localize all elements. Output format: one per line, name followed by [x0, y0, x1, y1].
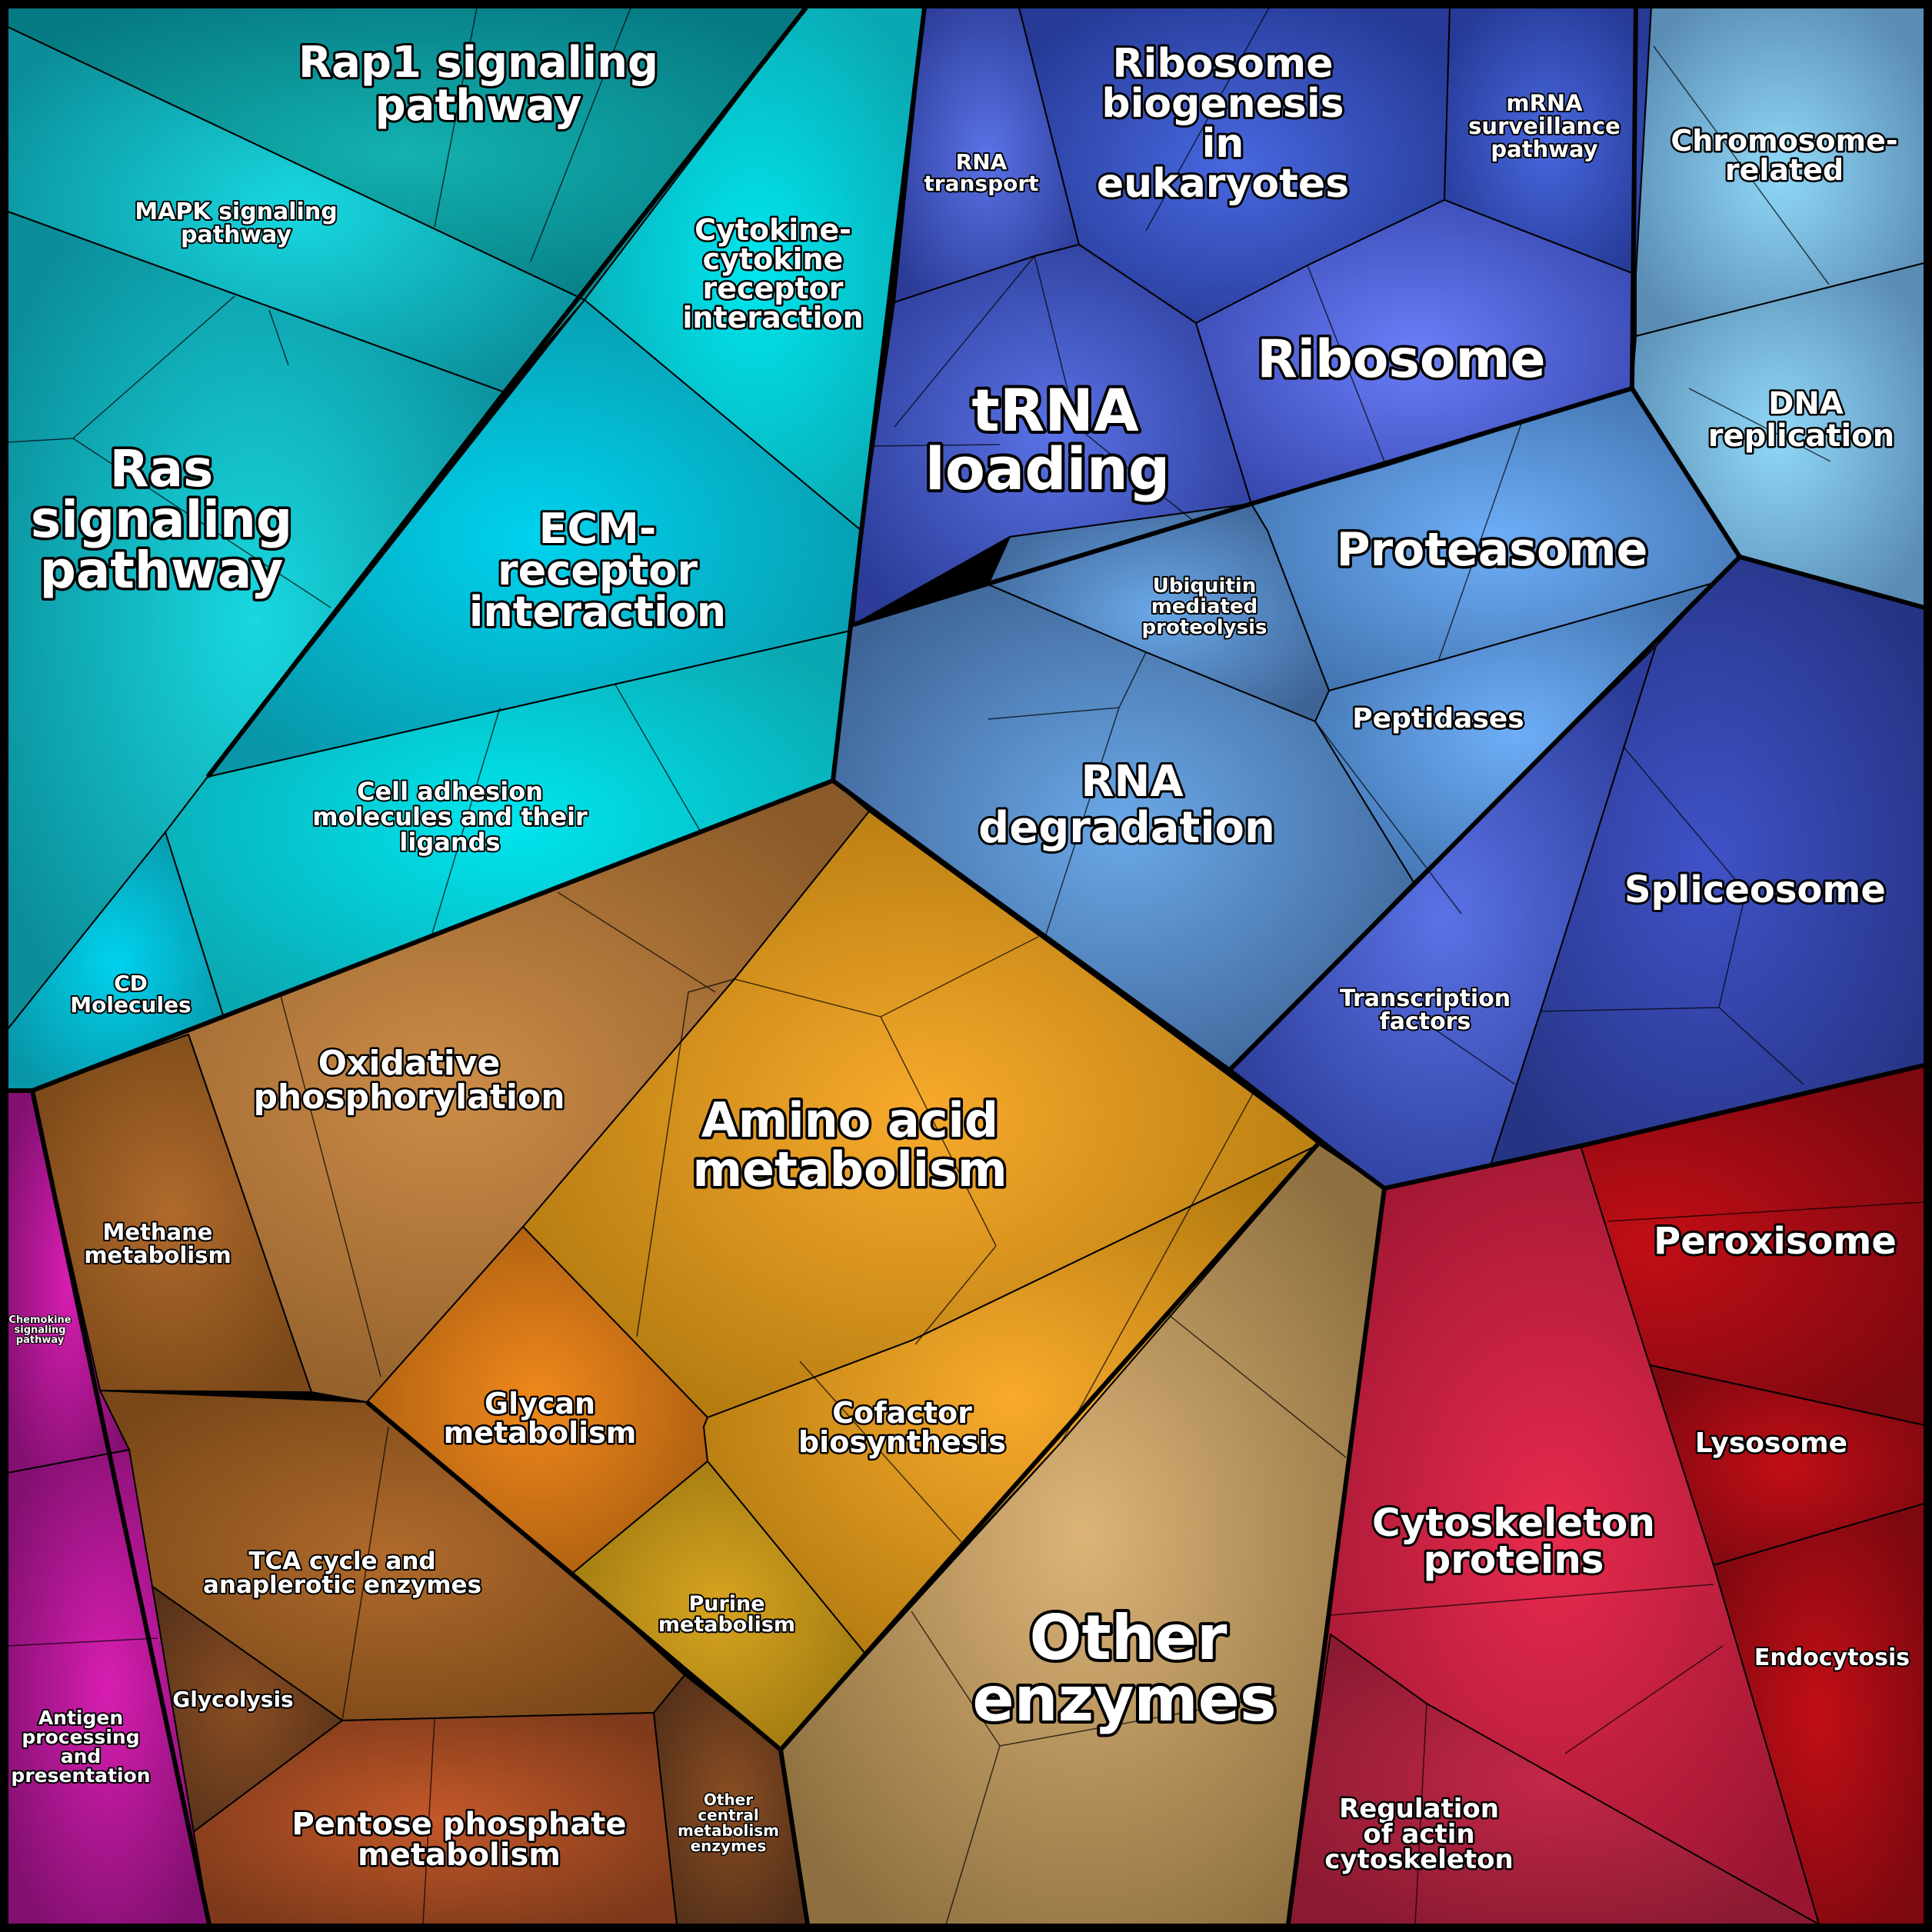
label-peptidases: Peptidases — [1352, 703, 1524, 734]
label-actin: Regulation of actin cytoskeleton — [1324, 1794, 1513, 1875]
label-cytokine: Cytokine-cytokine receptor interaction — [682, 213, 863, 335]
label-spliceosome: Spliceosome — [1624, 868, 1886, 911]
label-transcription: Transcription factors — [1340, 985, 1511, 1035]
label-rap1: Rap1 signaling pathway — [298, 38, 658, 131]
signaling-subdivisions — [7, 7, 701, 939]
labels-layer: Rap1 signaling pathway MAPK signaling path… — [8, 35, 1911, 1877]
label-rna-transport: RNA transport — [924, 149, 1038, 196]
label-ribosome-biogenesis: Ribosome biogenesis in eukaryotes — [1097, 41, 1349, 207]
label-mrna: mRNA surveillance pathway — [1468, 90, 1621, 162]
label-cd: CD Molecules — [70, 971, 191, 1018]
label-glycolysis: Glycolysis — [172, 1687, 293, 1712]
label-chromosome: Chromosome-related — [1671, 124, 1897, 187]
label-cell-adhesion: Cell adhesion molecules and their ligands — [312, 777, 588, 857]
label-ubiquitin: Ubiquitin mediated proteolysis — [1142, 575, 1267, 639]
label-glycan: Glycan metabolism — [444, 1387, 637, 1450]
label-ecm: ECM-receptor interaction — [469, 505, 726, 636]
label-amino-acid: Amino acid metabolism — [692, 1092, 1007, 1198]
label-cofactor: Cofactor biosynthesis — [798, 1396, 1006, 1459]
label-dna-replication: DNA replication — [1708, 386, 1894, 454]
metabolism-subdivisions — [280, 891, 1347, 1925]
cellular-subdivisions — [1330, 1201, 1925, 1925]
label-ras: Ras signaling pathway — [31, 439, 292, 600]
label-oxphos: Oxidative phosphorylation — [253, 1044, 565, 1117]
label-other-enzymes: Other enzymes — [972, 1602, 1276, 1735]
immune-subdivisions — [7, 1637, 158, 1647]
label-pentose: Pentose phosphate metabolism — [291, 1807, 626, 1873]
label-rna-degradation: RNA degradation — [978, 757, 1275, 853]
label-proteasome: Proteasome — [1337, 523, 1648, 577]
label-ribosome: Ribosome — [1257, 329, 1545, 390]
label-antigen: Antigen processing and presentation — [11, 1707, 150, 1787]
label-tca: TCA cycle and anaplerotic enzymes — [203, 1547, 481, 1599]
genetic-subdivisions — [871, 7, 1831, 1085]
label-other-central: Other central metabolism enzymes — [678, 1790, 779, 1855]
label-purine: Purine metabolism — [658, 1592, 795, 1637]
label-methane: Methane metabolism — [84, 1219, 231, 1268]
label-endocytosis: Endocytosis — [1754, 1644, 1910, 1671]
label-cytoskeleton: Cytoskeleton proteins — [1372, 1501, 1655, 1582]
label-peroxisome: Peroxisome — [1654, 1220, 1897, 1263]
label-lysosome: Lysosome — [1695, 1427, 1847, 1459]
label-chemokine: Chemokine signaling pathway — [8, 1314, 71, 1346]
label-trna: tRNA loading — [925, 376, 1171, 503]
group-boundaries — [8, 6, 1925, 1925]
label-mapk: MAPK signaling pathway — [135, 198, 337, 248]
